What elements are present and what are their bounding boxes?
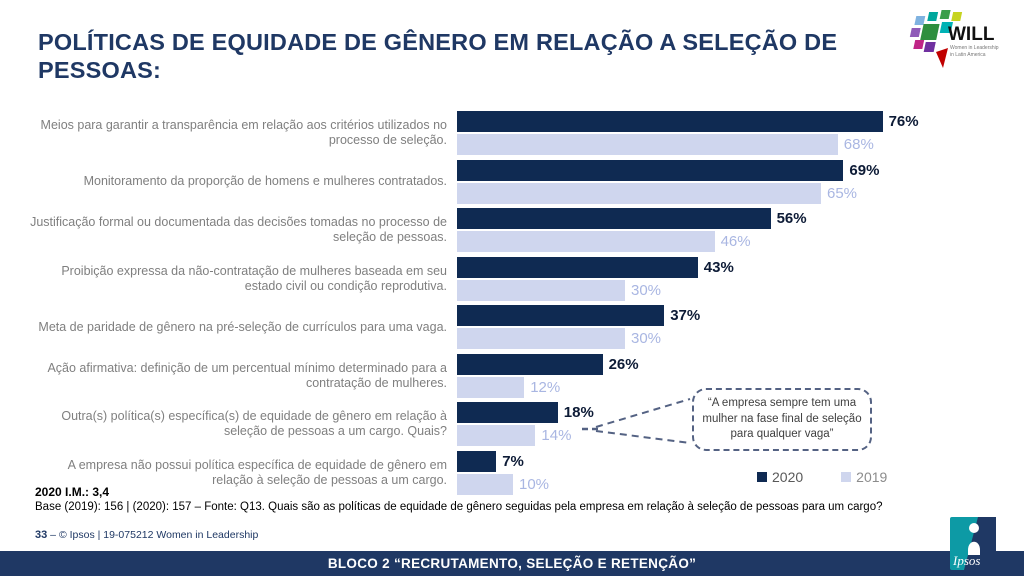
category-label: Meta de paridade de gênero na pré-seleçã…: [38, 319, 447, 334]
credit-line: 33 – © Ipsos | 19-075212 Women in Leader…: [35, 529, 258, 541]
value-label-2020: 43%: [703, 258, 734, 276]
footer-banner: BLOCO 2 “RECRUTAMENTO, SELEÇÃO E RETENÇÃ…: [0, 551, 1024, 576]
bar-2020: 26%: [457, 353, 994, 375]
chart-row: Proibição expressa da não-contratação de…: [30, 256, 994, 301]
category-label: Monitoramento da proporção de homens e m…: [83, 174, 447, 189]
value-label-2019: 65%: [827, 184, 858, 202]
bar-2019: 68%: [457, 134, 994, 155]
credit-text: © Ipsos | 19-075212 Women in Leadership: [58, 529, 259, 541]
value-label-2020: 76%: [888, 113, 919, 130]
will-logo: WILL Women in Leadership in Latin Americ…: [900, 8, 1012, 72]
bar-2019: 10%: [457, 473, 994, 495]
bar-2019: 46%: [457, 231, 994, 252]
bar-2019: 12%: [457, 376, 994, 398]
quote-callout: “A empresa sempre tem uma mulher na fase…: [692, 388, 872, 451]
chart-row: Monitoramento da proporção de homens e m…: [30, 159, 994, 204]
ipsos-logo-text: Ipsos: [952, 553, 980, 568]
chart-row: Meios para garantir a transparência em r…: [30, 111, 994, 155]
svg-text:WILL: WILL: [948, 24, 995, 45]
bar-2019: 30%: [457, 328, 994, 349]
category-label: Meios para garantir a transparência em r…: [40, 118, 447, 147]
will-tagline-2: in Latin America: [950, 52, 986, 58]
bar-2020: 18%: [457, 402, 994, 423]
value-label-2019: 14%: [541, 427, 572, 444]
category-label: Justificação formal ou documentada das d…: [30, 215, 447, 244]
legend-swatch-2020: [757, 472, 767, 482]
bar-2019: 30%: [457, 279, 994, 301]
value-label-2019: 30%: [631, 281, 662, 299]
base-note: Base (2019): 156 | (2020): 157 – Fonte: …: [35, 501, 883, 513]
credit-separator: –: [50, 529, 57, 541]
bar-2020: 56%: [457, 208, 994, 229]
value-label-2019: 68%: [843, 136, 874, 153]
will-tagline-1: Women in Leadership: [950, 45, 999, 51]
page-number: 33: [35, 529, 48, 541]
value-label-2020: 69%: [849, 161, 880, 179]
category-label: A empresa não possui política específica…: [67, 457, 447, 487]
value-label-2019: 12%: [530, 378, 561, 396]
legend-item-2020: 2020: [757, 469, 803, 485]
bar-2020: 37%: [457, 305, 994, 326]
chart-legend: 2020 2019: [757, 469, 887, 485]
bar-2020: 43%: [457, 256, 994, 278]
bar-2019: 14%: [457, 425, 994, 446]
chart-row: Outra(s) política(s) específica(s) de eq…: [30, 402, 994, 446]
ipsos-logo: Ipsos: [950, 517, 996, 570]
value-label-2019: 10%: [519, 475, 550, 493]
category-label: Ação afirmativa: definição de um percent…: [47, 360, 447, 390]
bar-2020: 76%: [457, 111, 994, 132]
page-title: POLÍTICAS DE EQUIDADE DE GÊNERO EM RELAÇ…: [38, 29, 838, 84]
value-label-2020: 37%: [670, 307, 701, 324]
chart-row: Meta de paridade de gênero na pré-seleçã…: [30, 305, 994, 349]
value-label-2019: 30%: [631, 330, 662, 347]
legend-swatch-2019: [841, 472, 852, 482]
value-label-2020: 7%: [502, 452, 524, 470]
chart-row: Justificação formal ou documentada das d…: [30, 208, 994, 252]
bar-2019: 65%: [457, 182, 994, 204]
category-label: Outra(s) política(s) específica(s) de eq…: [61, 409, 447, 438]
bar-chart: Meios para garantir a transparência em r…: [30, 111, 994, 495]
bar-2020: 69%: [457, 159, 994, 181]
value-label-2020: 56%: [776, 210, 807, 227]
value-label-2020: 18%: [563, 404, 594, 421]
will-logo-mosaic: WILL Women in Leadership in Latin Americ…: [909, 10, 999, 68]
chart-row: A empresa não possui política específica…: [30, 450, 994, 495]
value-label-2019: 46%: [720, 233, 751, 250]
value-label-2020: 26%: [608, 355, 639, 373]
category-label: Proibição expressa da não-contratação de…: [61, 263, 447, 293]
im-note: 2020 I.M.: 3,4: [35, 485, 110, 499]
bar-2020: 7%: [457, 450, 994, 472]
legend-item-2019: 2019: [841, 469, 887, 485]
chart-row: Ação afirmativa: definição de um percent…: [30, 353, 994, 398]
